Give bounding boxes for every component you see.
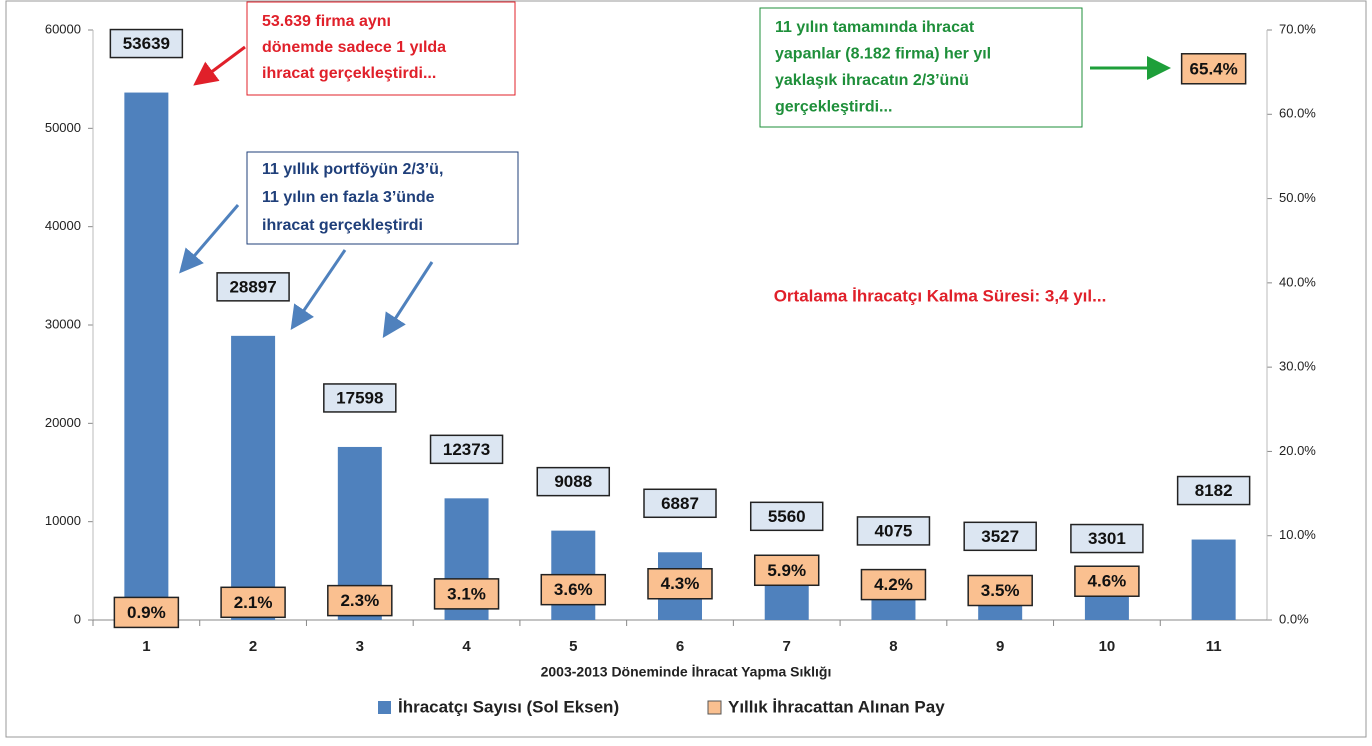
x-tick-label: 9 (996, 638, 1004, 655)
annotation-box (759, 7, 1083, 128)
data-label-box (429, 434, 504, 465)
data-label: 17598 (336, 388, 383, 407)
bar (1191, 539, 1236, 620)
data-label-box (536, 466, 611, 497)
annotation: ihracat gerçekleştirdi... (262, 65, 436, 82)
data-label: 28897 (229, 277, 276, 296)
arrow (193, 45, 246, 86)
y-tick-label: 0 (74, 611, 81, 626)
value-marker (647, 568, 713, 600)
data-label: 4.6% (1088, 572, 1127, 591)
data-label: 3527 (981, 527, 1019, 546)
y2-tick-label: 70.0% (1279, 21, 1316, 36)
y2-tick-label: 40.0% (1279, 274, 1316, 289)
data-label: 5.9% (767, 561, 806, 580)
value-marker (860, 568, 927, 601)
data-label: 3301 (1088, 529, 1126, 548)
x-axis-title: 2003-2013 Döneminde İhracat Yapma Sıklığ… (541, 664, 832, 680)
annotation: 11 yılın tamamında ihracat (775, 19, 975, 36)
x-tick-label: 3 (356, 638, 364, 655)
data-label: 4.3% (661, 574, 700, 593)
data-label-box (216, 272, 290, 302)
y2-tick-label: 10.0% (1279, 527, 1316, 542)
data-label-box (749, 501, 824, 532)
legend-swatch (378, 701, 391, 714)
x-tick-label: 10 (1099, 638, 1116, 655)
data-label: 9088 (554, 472, 592, 491)
x-tick-label: 5 (569, 638, 577, 655)
annotation: gerçekleştirdi... (775, 99, 892, 116)
y-tick-label: 20000 (45, 415, 81, 430)
x-tick-label: 11 (1206, 638, 1222, 655)
annotation: ihracat gerçekleştirdi (262, 217, 423, 234)
x-tick-label: 4 (462, 638, 471, 655)
data-label: 8182 (1195, 481, 1233, 500)
value-marker (220, 586, 286, 619)
y-tick-label: 40000 (45, 218, 81, 233)
data-label: 65.4% (1190, 59, 1238, 78)
arrow (382, 261, 434, 339)
data-label-box (1176, 475, 1251, 506)
data-label: 6887 (661, 494, 699, 513)
x-tick-label: 1 (142, 638, 150, 655)
data-label-box (1070, 523, 1144, 554)
x-tick-label: 8 (889, 638, 897, 655)
data-label-box (963, 521, 1037, 552)
annotation: yapanlar (8.182 firma) her yıl (775, 46, 991, 63)
value-marker (433, 578, 500, 610)
data-label-box (109, 28, 184, 59)
data-label: 3.5% (981, 581, 1020, 600)
y2-tick-label: 20.0% (1279, 443, 1316, 458)
y-tick-label: 50000 (45, 120, 81, 135)
arrow (290, 249, 347, 330)
annotation: dönemde sadece 1 yılda (262, 39, 446, 56)
legend-label: İhracatçı Sayısı (Sol Eksen) (398, 697, 619, 716)
value-marker (967, 574, 1033, 607)
annotation: Ortalama İhracatçı Kalma Süresi: 3,4 yıl… (774, 286, 1107, 305)
legend-swatch (707, 700, 722, 715)
value-marker (1180, 53, 1247, 85)
y-tick-label: 10000 (45, 513, 81, 528)
value-marker (327, 584, 393, 617)
bar (124, 92, 169, 621)
value-marker (1074, 565, 1140, 597)
value-marker (753, 554, 820, 587)
data-label: 5560 (768, 507, 806, 526)
legend-label: Yıllık İhracattan Alınan Pay (728, 697, 945, 716)
data-label: 2.3% (340, 591, 379, 610)
annotation: 11 yılın en fazla 3’ünde (262, 189, 435, 206)
value-marker (113, 596, 180, 629)
data-label: 12373 (443, 440, 490, 459)
annotation: yaklaşık ihracatın 2/3’ünü (775, 72, 969, 89)
data-label: 2.1% (234, 593, 273, 612)
y2-tick-label: 50.0% (1279, 190, 1316, 205)
annotation-box (246, 1, 516, 96)
data-label-box (643, 488, 717, 519)
annotation-box (246, 151, 519, 245)
data-label-box (856, 516, 931, 546)
annotation: 11 yıllık portföyün 2/3’ü, (262, 161, 443, 178)
bar (231, 335, 276, 620)
data-label: 3.6% (554, 580, 593, 599)
y-tick-label: 30000 (45, 316, 81, 331)
y2-tick-label: 30.0% (1279, 359, 1316, 374)
frame (5, 0, 1367, 738)
data-label: 4075 (875, 521, 913, 540)
data-label: 53639 (123, 34, 170, 53)
y2-tick-label: 0.0% (1279, 611, 1309, 626)
y2-tick-label: 60.0% (1279, 106, 1316, 121)
annotation: 53.639 firma aynı (262, 13, 391, 30)
x-tick-label: 6 (676, 638, 684, 655)
data-label: 0.9% (127, 603, 166, 622)
x-tick-label: 7 (783, 638, 791, 655)
y-tick-label: 60000 (45, 21, 81, 36)
data-label: 3.1% (447, 584, 486, 603)
value-marker (540, 573, 607, 606)
x-tick-label: 2 (249, 638, 257, 655)
data-label: 4.2% (874, 575, 913, 594)
arrow (179, 204, 240, 274)
data-label-box (323, 383, 397, 413)
